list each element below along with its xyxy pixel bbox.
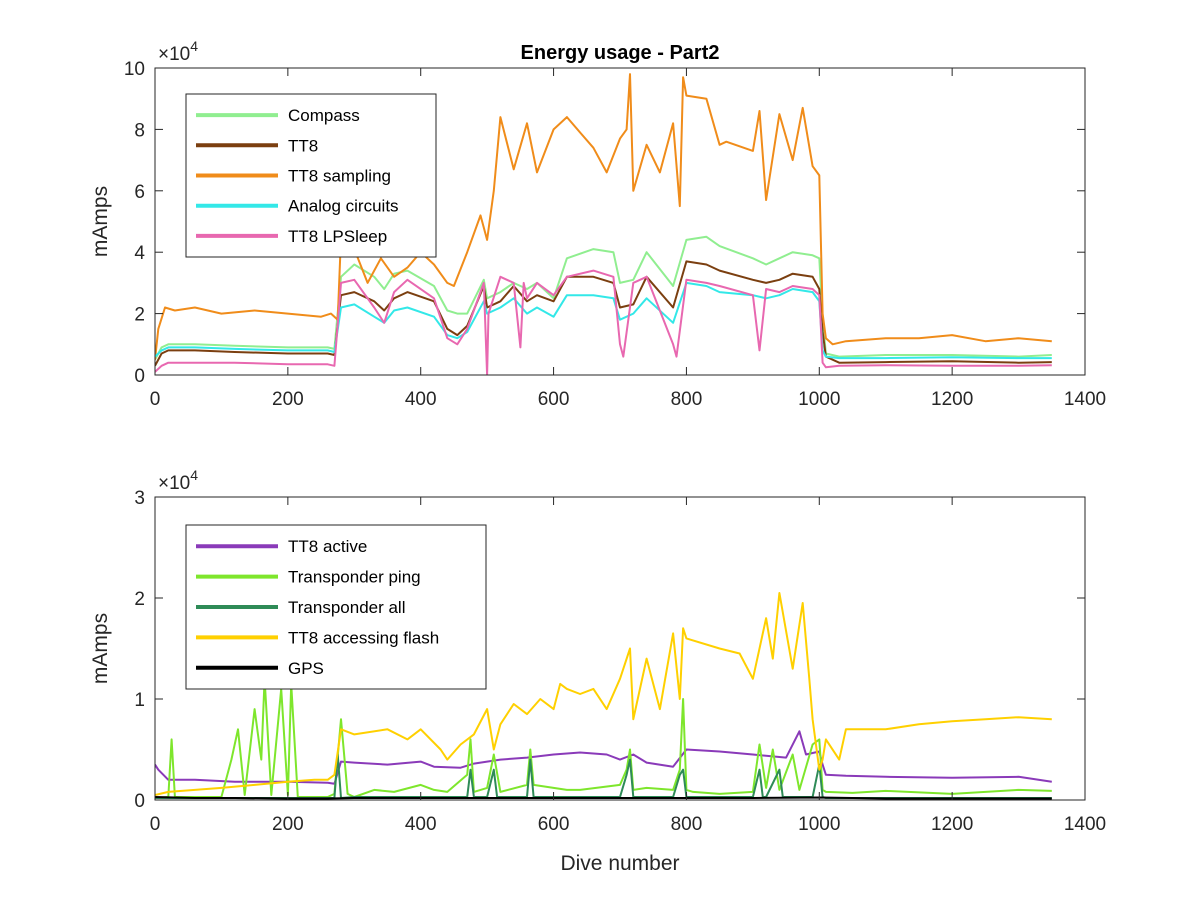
x-tick-label: 400 [405,814,437,835]
series-line-tt8-accessing-flash [155,592,1052,796]
legend: TT8 active Transponder ping Transponder al… [185,524,487,690]
legend: Compass TT8 TT8 sampling Analog circuits TT8… [185,93,437,258]
figure-title: Energy usage - Part2 [521,42,720,64]
y-tick-label: 6 [134,182,145,203]
series-line-tt8-lpsleep [155,269,1052,375]
y-axis-label: mAmps [89,186,112,257]
series-group [155,73,1052,375]
y-tick-label: 0 [134,791,145,812]
y-tick-label: 2 [134,589,145,610]
y-tick-label: 10 [124,59,145,80]
top-plot: 0 200 400 600 800 1000 1200 1400 0 2 4 6 8 10 ×104 mAmp… [89,38,1106,410]
series-line-analog-circuits [155,281,1052,360]
y-axis-label: mAmps [89,613,112,684]
x-tick-label: 1400 [1064,814,1106,835]
legend-label: TT8 LPSleep [288,227,387,246]
x-tick-label: 0 [150,814,161,835]
legend-label: TT8 sampling [288,167,391,186]
y-tick-label: 4 [134,243,145,264]
y-tick-label: 3 [134,488,145,509]
x-tick-label: 1000 [798,814,840,835]
x-tick-label: 400 [405,389,437,410]
bottom-plot: 0 200 400 600 800 1000 1200 1400 0 1 2 3 ×104 mAmps Di… [89,467,1106,875]
legend-label: Analog circuits [288,197,399,216]
x-tick-label: 1200 [931,814,973,835]
x-tick-label: 600 [538,389,570,410]
x-tick-label: 800 [671,814,703,835]
x-tick-label: 800 [671,389,703,410]
x-tick-label: 200 [272,814,304,835]
y-tick-label: 0 [134,366,145,387]
y-tick-label: 8 [134,120,145,141]
x-tick-label: 1000 [798,389,840,410]
x-tick-label: 1400 [1064,389,1106,410]
x-tick-label: 1200 [931,389,973,410]
legend-label: TT8 accessing flash [288,628,439,647]
legend-label: TT8 active [288,537,367,556]
axes-border [154,67,1086,376]
x-axis-label: Dive number [560,852,679,875]
y-exponent-label: ×104 [158,467,198,494]
legend-label: Transponder ping [288,568,421,587]
legend-label: GPS [288,659,324,678]
y-tick-label: 1 [134,690,145,711]
y-tick-label: 2 [134,305,145,326]
legend-box [185,93,437,258]
legend-label: Compass [288,106,360,125]
x-tick-label: 200 [272,389,304,410]
x-tick-label: 600 [538,814,570,835]
legend-label: Transponder all [288,598,406,617]
axes-border [154,496,1086,801]
y-exponent-label: ×104 [158,38,198,65]
x-tick-label: 0 [150,389,161,410]
legend-label: TT8 [288,136,318,155]
